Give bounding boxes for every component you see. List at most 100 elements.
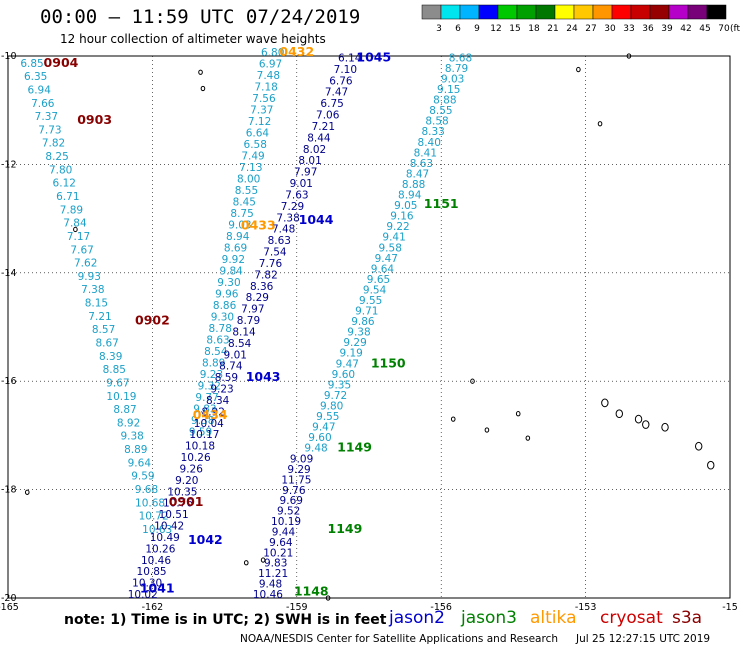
swh-value: 10.85	[137, 566, 167, 578]
swh-value: 9.26	[180, 463, 204, 475]
swh-value: 10.02	[128, 589, 158, 601]
island-outline	[325, 595, 331, 601]
map-grid	[7, 55, 731, 599]
swh-value: 7.38	[81, 284, 104, 296]
swh-value: 8.92	[117, 417, 140, 429]
swh-value: 7.37	[35, 111, 58, 123]
colorbar-swatch	[421, 4, 442, 20]
swh-value: 9.71	[355, 306, 378, 318]
island-outline	[73, 226, 78, 233]
swh-value: 7.97	[294, 167, 317, 179]
island-outline	[450, 416, 456, 422]
swh-value: 8.79	[237, 315, 260, 327]
pass-label: 0904	[44, 55, 79, 70]
colorbar-label: 33	[623, 24, 634, 34]
swh-value: 7.37	[250, 104, 273, 116]
swh-value: 9.59	[189, 426, 212, 438]
swh-value: 7.89	[60, 204, 83, 216]
colorbar-label: 21	[547, 24, 558, 34]
swh-value: 10.49	[150, 532, 180, 544]
colorbar-swatch	[687, 4, 708, 20]
swh-value: 10.19	[271, 516, 301, 528]
swh-value: 8.89	[202, 357, 225, 369]
swh-value: 8.86	[213, 300, 237, 312]
colorbar-swatch	[611, 4, 632, 20]
colorbar-label: 30	[604, 24, 616, 34]
swh-value: 9.96	[215, 288, 239, 300]
swh-value: 10.26	[145, 543, 175, 555]
swh-value: 6.80	[261, 47, 284, 59]
swh-value: 9.09	[290, 454, 313, 466]
swh-value: 10.63	[142, 524, 172, 536]
swh-value: 9.23	[210, 384, 233, 396]
colorbar-label: 6	[455, 24, 461, 34]
x-tick-label: -15	[722, 602, 738, 613]
colorbar-swatch	[459, 4, 480, 20]
swh-value: 9.64	[371, 263, 395, 275]
colorbar-label: 45	[699, 24, 710, 34]
generation-timestamp: Jul 25 12:27:15 UTC 2019	[576, 633, 711, 645]
x-tick-label: -162	[142, 602, 164, 613]
swh-value: 7.18	[254, 81, 277, 93]
colorbar-label: 24	[566, 24, 578, 34]
swh-value: 7.76	[259, 258, 283, 270]
swh-value: 9.92	[222, 254, 245, 266]
swh-value: 7.67	[70, 244, 93, 256]
colorbar-swatch	[554, 4, 575, 20]
page-subtitle: 12 hour collection of altimeter wave hei…	[60, 32, 326, 46]
island-outline	[198, 69, 203, 75]
swh-value: 9.47	[375, 253, 398, 265]
swh-value: 6.97	[259, 58, 282, 70]
swh-value: 9.44	[272, 526, 296, 538]
island-outline	[484, 427, 490, 433]
swh-value: 9.58	[379, 242, 402, 254]
swh-value: 8.40	[418, 137, 441, 149]
swh-value: 7.73	[38, 124, 61, 136]
island-outline	[515, 411, 521, 417]
colorbar-label: 39	[661, 24, 673, 34]
swh-value: 8.44	[307, 132, 331, 144]
swh-value: 7.54	[263, 247, 287, 259]
colorbar-swatch	[440, 4, 461, 20]
island-outline	[615, 409, 623, 419]
swh-value: 8.55	[429, 105, 452, 117]
y-tick-label: -12	[1, 159, 17, 170]
swh-value: 9.47	[336, 358, 359, 370]
island-outline	[597, 121, 603, 127]
x-tick-label: -159	[286, 602, 308, 613]
y-tick-label: -20	[1, 593, 17, 604]
swh-value: 7.17	[67, 231, 90, 243]
swh-value: 10.42	[154, 521, 184, 533]
x-tick-label: -153	[575, 602, 597, 613]
colorbar-swatch	[478, 4, 499, 20]
pass-label: 0434	[193, 407, 228, 422]
swh-value: 8.54	[228, 338, 252, 350]
swh-value: 7.48	[272, 224, 295, 236]
swh-value: 7.06	[316, 110, 340, 122]
swh-value: 7.97	[241, 304, 264, 316]
pass-label: 1148	[294, 583, 329, 598]
swh-value: 9.32	[198, 380, 221, 392]
pass-label: 0903	[77, 112, 112, 127]
legend-s3a: s3a	[672, 608, 703, 628]
swh-value: 8.75	[230, 208, 253, 220]
swh-value: 6.85	[20, 58, 43, 70]
swh-value: 9.16	[390, 211, 414, 223]
colorbar-label: 15	[509, 24, 520, 34]
swh-value: 8.39	[99, 351, 122, 363]
swh-value: 10.19	[106, 391, 136, 403]
pass-labels: 0904 0903 0902 0901 0432 0433 0434 1045 1044 1043…	[44, 44, 459, 598]
swh-value: 8.74	[219, 361, 243, 373]
organization-credit: NOAA/NESDIS Center for Satellite Applica…	[240, 633, 558, 645]
swh-value: 8.33	[421, 126, 444, 138]
swh-value: 9.77	[195, 392, 218, 404]
island-outlines	[24, 53, 715, 601]
swh-value: 10.72	[139, 511, 169, 523]
swh-value: 8.69	[224, 242, 247, 254]
swh-value: 7.63	[285, 189, 308, 201]
swh-value: 9.29	[287, 464, 310, 476]
colorbar-label: 9	[474, 24, 480, 34]
swh-value: 8.78	[209, 323, 232, 335]
